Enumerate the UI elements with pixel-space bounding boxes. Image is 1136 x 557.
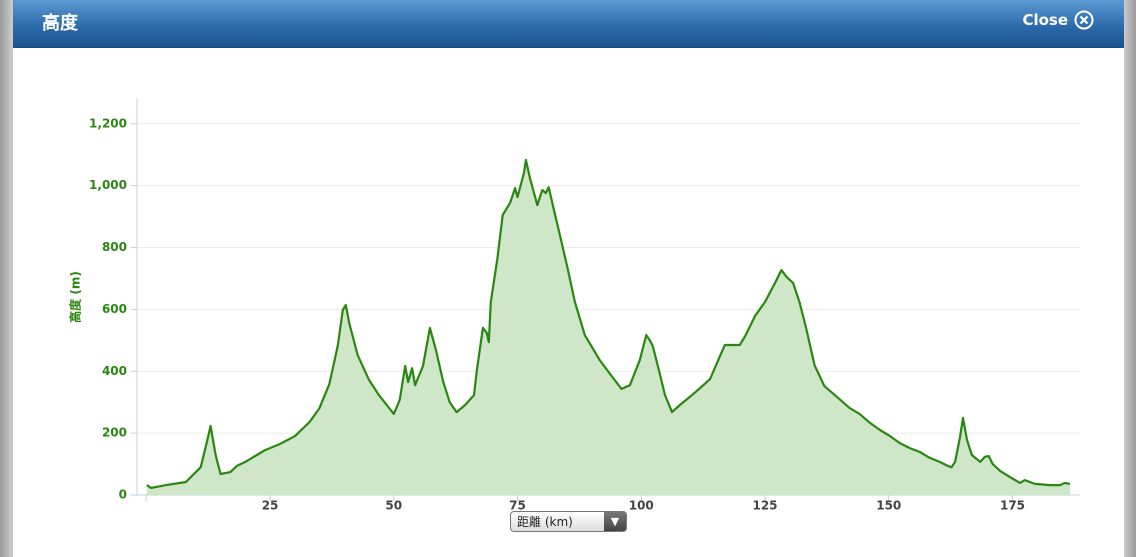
dropdown-arrow[interactable]: ▼ <box>604 512 626 531</box>
y-tick-label: 800 <box>102 240 127 254</box>
x-tick-label: 75 <box>509 499 526 513</box>
x-axis-label[interactable]: 距離 (km) <box>517 515 573 529</box>
close-icon[interactable] <box>1074 10 1094 30</box>
modal-title: 高度 <box>42 13 78 34</box>
x-axis-selector[interactable]: 距離 (km) ▼ <box>510 511 627 532</box>
x-tick-label: 50 <box>385 499 402 513</box>
y-tick-label: 600 <box>102 302 127 316</box>
x-tick-label: 175 <box>1000 499 1025 513</box>
y-tick-label: 1,200 <box>89 116 127 130</box>
x-tick-label: 125 <box>752 499 777 513</box>
x-tick-label: 100 <box>629 499 654 513</box>
y-tick-label: 0 <box>119 488 127 502</box>
area-fill <box>146 159 1070 495</box>
y-axis-label: 高度 (m) <box>68 271 83 323</box>
modal-header: 高度 Close <box>13 0 1124 48</box>
elevation-line <box>146 158 1071 489</box>
close-label[interactable]: Close <box>1022 11 1068 29</box>
y-tick-label: 200 <box>102 426 127 440</box>
y-tick-label: 400 <box>102 364 127 378</box>
y-tick-label: 1,000 <box>89 178 127 192</box>
close-button[interactable]: Close <box>1022 10 1094 30</box>
x-tick-label: 150 <box>876 499 901 513</box>
x-tick-label: 25 <box>262 499 279 513</box>
